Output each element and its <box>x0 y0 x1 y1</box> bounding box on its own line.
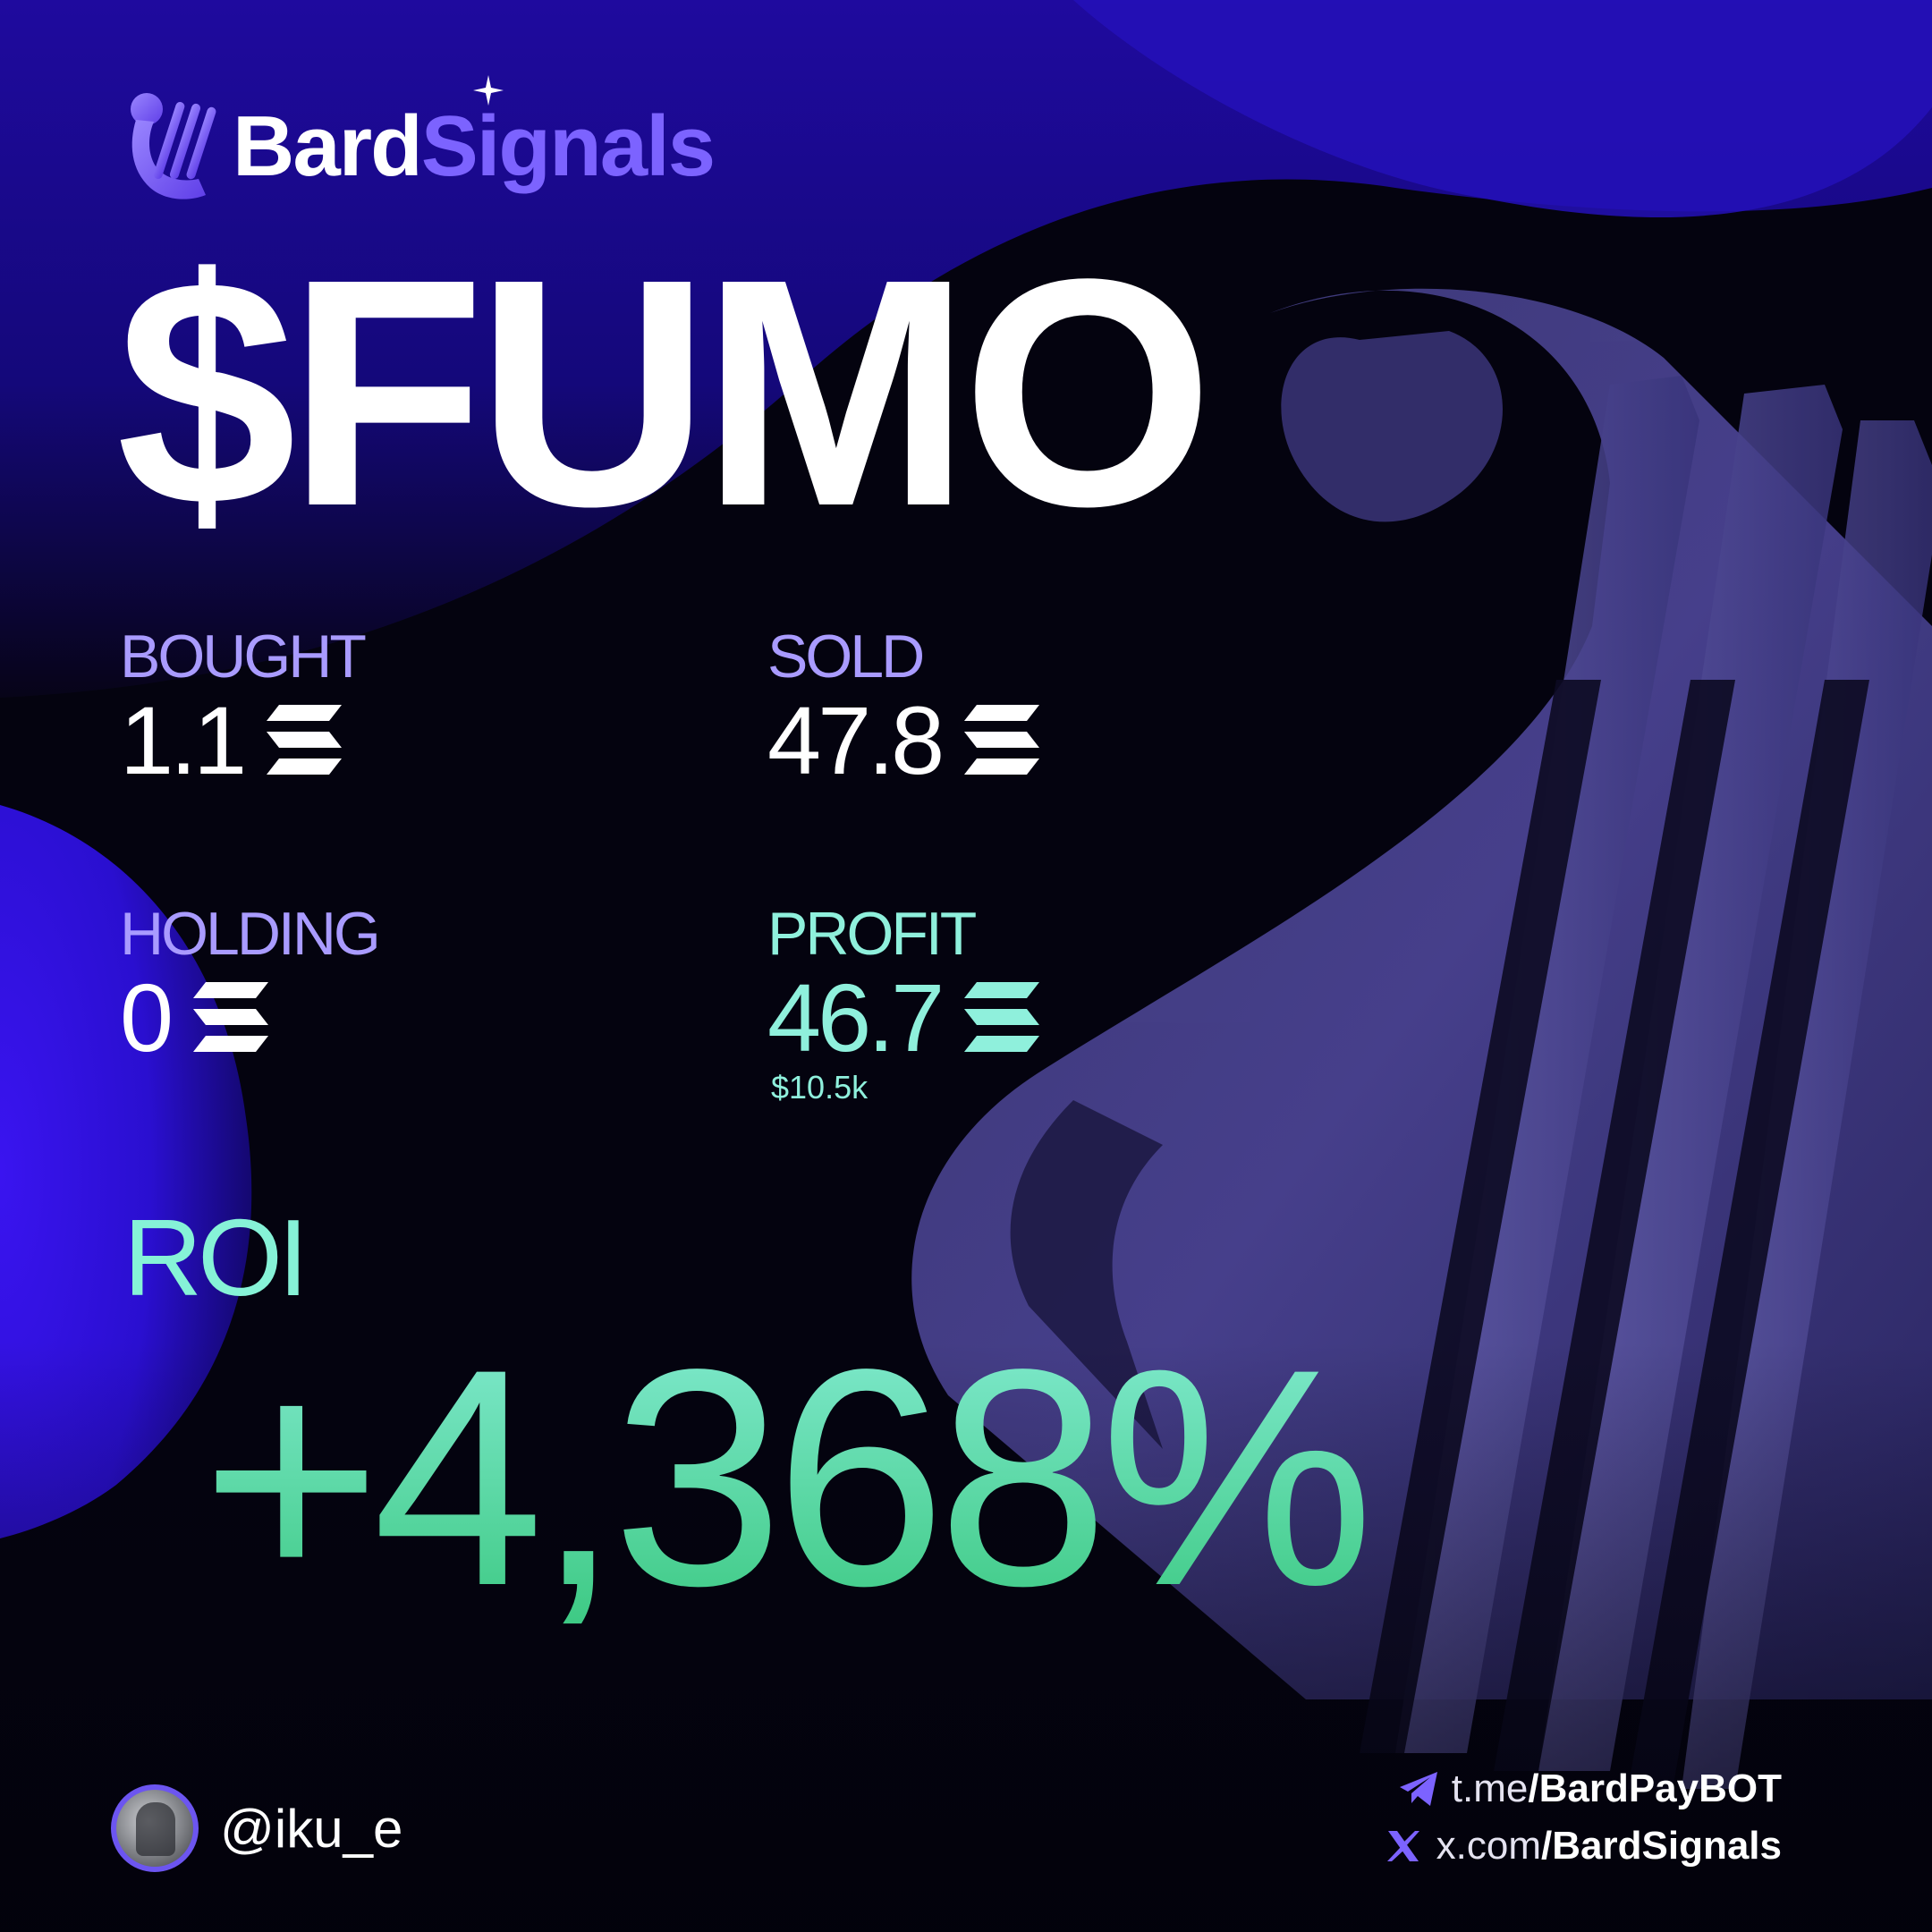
stat-sold-row: 47.8 <box>767 692 1043 789</box>
stat-holding-label: HOLDING <box>120 900 381 968</box>
x-link-path: /BardSignals <box>1541 1824 1782 1868</box>
stat-bought-value: 1.1 <box>120 686 247 794</box>
stat-profit-value: 46.7 <box>767 963 945 1072</box>
stat-profit-label: PROFIT <box>767 900 977 968</box>
token-ticker: $FUMO <box>116 211 1214 573</box>
telegram-link-prefix: t.me <box>1451 1767 1529 1810</box>
stat-sold-value: 47.8 <box>767 686 945 794</box>
user-avatar <box>111 1784 199 1872</box>
brand-name-signals: Signals <box>420 75 716 194</box>
roi-value: +4,368% <box>201 1306 1375 1650</box>
sparkle-icon <box>472 75 504 106</box>
stat-sold-label: SOLD <box>767 623 925 691</box>
solana-icon <box>964 982 1040 1052</box>
lyre-icon <box>131 93 216 199</box>
stat-profit-usd: $10.5k <box>771 1069 869 1106</box>
stat-bought: BOUGHT 1.1 <box>120 623 367 789</box>
stat-bought-row: 1.1 <box>120 692 364 789</box>
stat-sold: SOLD 47.8 <box>767 626 1043 789</box>
x-logo-icon <box>1386 1831 1419 1861</box>
user-badge: @iku_e <box>111 1784 402 1872</box>
solana-icon <box>964 705 1040 775</box>
brand-logo: BardSignals <box>120 75 716 204</box>
user-handle: @iku_e <box>220 1798 403 1859</box>
x-link-prefix: x.com <box>1436 1824 1542 1868</box>
telegram-link-path: /BardPayBOT <box>1528 1767 1782 1810</box>
telegram-link[interactable]: t.me/BardPayBOT <box>1370 1760 1782 1818</box>
stat-profit-row: 46.7 <box>767 970 1043 1066</box>
social-links: t.me/BardPayBOT x.com/BardSignals <box>1370 1760 1782 1875</box>
solana-icon <box>193 982 269 1052</box>
brand-name: BardSignals <box>233 75 716 190</box>
roi-label: ROI <box>123 1197 309 1318</box>
x-link[interactable]: x.com/BardSignals <box>1370 1818 1782 1875</box>
solana-icon <box>267 705 343 775</box>
avatar-figure <box>136 1802 175 1856</box>
telegram-icon <box>1399 1772 1437 1806</box>
stat-holding-value: 0 <box>120 963 174 1072</box>
stat-bought-label: BOUGHT <box>120 623 367 691</box>
stat-profit: PROFIT 46.7 $10.5k <box>767 903 1043 1104</box>
stat-holding-row: 0 <box>120 970 378 1066</box>
brand-name-bard: Bard <box>233 98 423 194</box>
stat-holding: HOLDING 0 <box>120 900 381 1066</box>
brand-name-signals-text: Signals <box>420 98 716 194</box>
